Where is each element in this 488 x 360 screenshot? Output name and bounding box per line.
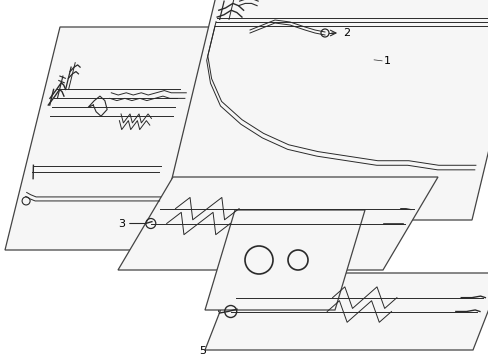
Polygon shape bbox=[118, 177, 437, 270]
Text: 5: 5 bbox=[199, 346, 205, 356]
Text: 2: 2 bbox=[342, 28, 349, 38]
Text: 3: 3 bbox=[118, 219, 124, 229]
Polygon shape bbox=[5, 27, 209, 250]
Text: 1: 1 bbox=[383, 56, 390, 66]
Polygon shape bbox=[162, 0, 488, 220]
Polygon shape bbox=[204, 273, 488, 350]
Polygon shape bbox=[204, 210, 364, 310]
Text: 4: 4 bbox=[213, 304, 220, 314]
